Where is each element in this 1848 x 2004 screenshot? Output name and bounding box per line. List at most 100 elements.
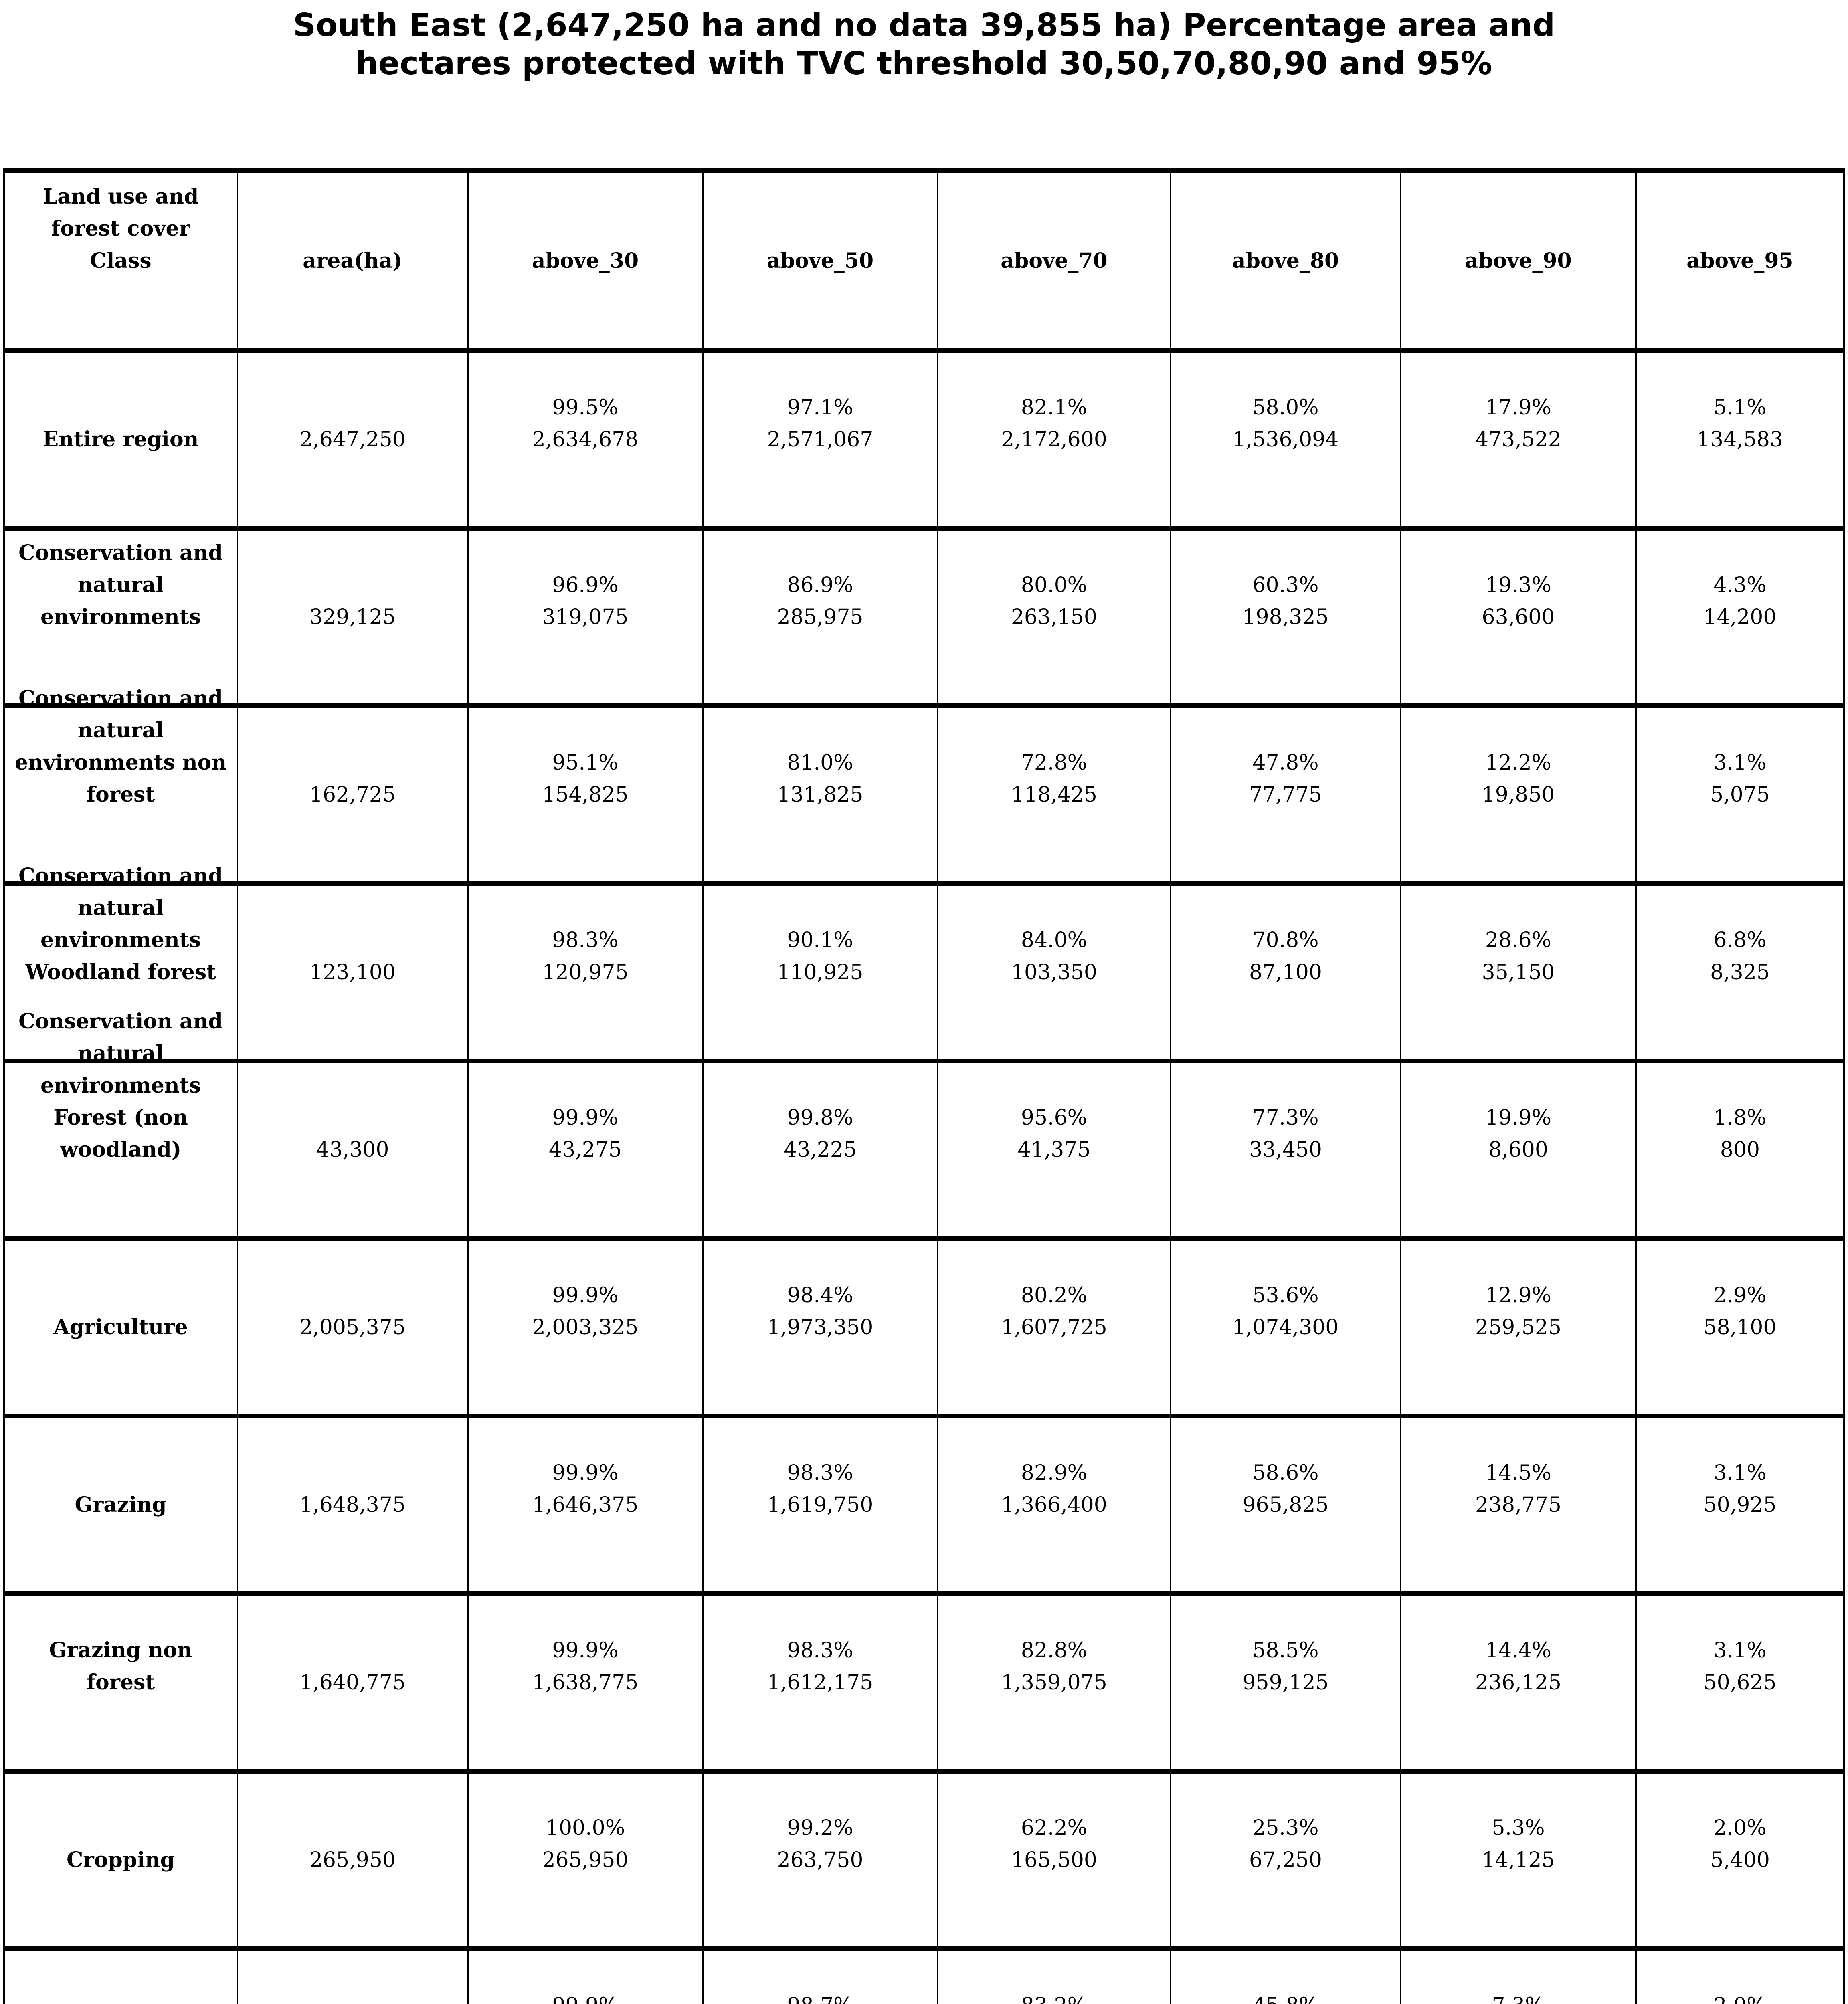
threshold-value: 84.0% 103,350 bbox=[1011, 928, 1098, 984]
threshold-value: 98.3% 1,619,750 bbox=[767, 1461, 873, 1517]
area-value-cell: 265,950 bbox=[237, 1774, 467, 1946]
threshold-value: 14.5% 238,775 bbox=[1475, 1461, 1562, 1517]
threshold-value: 14.4% 236,125 bbox=[1475, 1638, 1562, 1695]
threshold-value: 99.9% 1,638,775 bbox=[532, 1638, 639, 1695]
threshold-value-cell: 96.9% 319,075 bbox=[467, 531, 702, 703]
threshold-value: 3.1% 5,075 bbox=[1710, 750, 1770, 807]
threshold-value: 3.1% 50,925 bbox=[1703, 1461, 1777, 1517]
threshold-value: 70.8% 87,100 bbox=[1249, 928, 1322, 984]
area-value-cell: 89,500 bbox=[237, 1951, 467, 2004]
area-value-cell: 43,300 bbox=[237, 1063, 467, 1236]
threshold-value: 1.8% 800 bbox=[1713, 1105, 1767, 1162]
threshold-value: 12.2% 19,850 bbox=[1482, 750, 1555, 807]
area-value: 43,300 bbox=[316, 1137, 389, 1162]
threshold-value: 83.2% 74,475 bbox=[941, 1990, 1167, 2004]
table-row: Conservation and natural environments no… bbox=[5, 686, 1843, 886]
row-label-cell: Agriculture bbox=[5, 1241, 237, 1414]
threshold-value-cell: 86.9% 285,975 bbox=[702, 531, 937, 703]
threshold-value: 99.9% 89,450 bbox=[471, 1990, 700, 2004]
threshold-value-cell: 5.3% 14,125 bbox=[1400, 1774, 1635, 1946]
threshold-value: 53.6% 1,074,300 bbox=[1232, 1283, 1339, 1339]
area-value: 2,647,250 bbox=[299, 427, 406, 452]
threshold-value-cell: 2.9% 58,100 bbox=[1635, 1241, 1843, 1414]
threshold-value: 72.8% 118,425 bbox=[1011, 750, 1098, 807]
threshold-value: 19.3% 63,600 bbox=[1482, 573, 1555, 629]
threshold-value: 60.3% 198,325 bbox=[1242, 573, 1329, 629]
threshold-value-cell: 19.3% 63,600 bbox=[1400, 531, 1635, 703]
area-value: 265,950 bbox=[309, 1848, 396, 1872]
area-value: 162,725 bbox=[309, 782, 396, 807]
row-label: Cropping bbox=[66, 1847, 175, 1872]
table-row: Conservation and natural environments Fo… bbox=[5, 1009, 1843, 1241]
threshold-value-cell: 3.1% 50,625 bbox=[1635, 1596, 1843, 1769]
threshold-value-cell: 28.6% 35,150 bbox=[1400, 886, 1635, 1059]
table-row: Cropping 265,950 100.0% 265,950 99.2% 263,7… bbox=[5, 1774, 1843, 1951]
threshold-value: 58.5% 959,125 bbox=[1242, 1638, 1329, 1695]
row-label-cell: Conservation and natural environments Wo… bbox=[5, 864, 237, 1059]
row-label-cell: Cropping bbox=[5, 1774, 237, 1946]
threshold-value: 99.9% 2,003,325 bbox=[532, 1283, 639, 1339]
threshold-value: 97.1% 2,571,067 bbox=[767, 395, 873, 452]
row-label-cell: Irrigation bbox=[5, 1951, 237, 2004]
threshold-value-cell: 70.8% 87,100 bbox=[1170, 886, 1400, 1059]
threshold-value: 2.0% 5,400 bbox=[1710, 1816, 1770, 1872]
threshold-value-cell: 47.8% 77,775 bbox=[1170, 708, 1400, 881]
table-row: Grazing non forest 1,640,775 99.9% 1,638,7… bbox=[5, 1596, 1843, 1774]
threshold-value-cell: 95.1% 154,825 bbox=[467, 708, 702, 881]
threshold-value: 96.9% 319,075 bbox=[542, 573, 629, 629]
table-row: Agriculture 2,005,375 99.9% 2,003,325 98.4%… bbox=[5, 1241, 1843, 1418]
threshold-value: 28.6% 35,150 bbox=[1482, 928, 1555, 984]
threshold-value: 58.6% 965,825 bbox=[1242, 1461, 1329, 1517]
header-cell-above90: above_90 bbox=[1400, 173, 1635, 348]
table-row: Conservation and natural environments 329… bbox=[5, 531, 1843, 708]
threshold-value-cell: 62.2% 165,500 bbox=[937, 1774, 1170, 1946]
threshold-value-cell: 14.4% 236,125 bbox=[1400, 1596, 1635, 1769]
threshold-value: 12.9% 259,525 bbox=[1475, 1283, 1562, 1339]
threshold-value-cell: 1.8% 800 bbox=[1635, 1063, 1843, 1236]
threshold-value: 98.7% 88,325 bbox=[706, 1990, 934, 2004]
threshold-value-cell: 98.3% 120,975 bbox=[467, 886, 702, 1059]
threshold-value-cell: 99.5% 2,634,678 bbox=[467, 353, 702, 526]
header-cell-above95: above_95 bbox=[1635, 173, 1843, 348]
threshold-value-cell: 2.0% 5,400 bbox=[1635, 1774, 1843, 1946]
threshold-value-cell: 98.7% 88,325 bbox=[702, 1951, 937, 2004]
threshold-value-cell: 72.8% 118,425 bbox=[937, 708, 1170, 881]
threshold-value-cell: 77.3% 33,450 bbox=[1170, 1063, 1400, 1236]
threshold-value: 5.1% 134,583 bbox=[1696, 395, 1783, 452]
threshold-value: 80.0% 263,150 bbox=[1011, 573, 1098, 629]
threshold-value: 99.9% 43,275 bbox=[549, 1105, 622, 1162]
threshold-value: 82.1% 2,172,600 bbox=[1001, 395, 1107, 452]
row-label: Conservation and natural environments no… bbox=[14, 686, 227, 807]
threshold-value-cell: 12.9% 259,525 bbox=[1400, 1241, 1635, 1414]
threshold-value: 17.9% 473,522 bbox=[1475, 395, 1562, 452]
area-value: 123,100 bbox=[309, 960, 396, 984]
threshold-value-cell: 45.8% 40,975 bbox=[1170, 1951, 1400, 2004]
threshold-value-cell: 58.0% 1,536,094 bbox=[1170, 353, 1400, 526]
row-label-cell: Entire region bbox=[5, 353, 237, 526]
threshold-value-cell: 19.9% 8,600 bbox=[1400, 1063, 1635, 1236]
header-cell-class: Land use and forest cover Class bbox=[42, 184, 199, 273]
row-label: Agriculture bbox=[53, 1315, 188, 1339]
threshold-value-cell: 58.6% 965,825 bbox=[1170, 1418, 1400, 1591]
threshold-value: 19.9% 8,600 bbox=[1485, 1105, 1552, 1162]
threshold-value: 5.3% 14,125 bbox=[1482, 1816, 1555, 1872]
threshold-value-cell: 98.3% 1,619,750 bbox=[702, 1418, 937, 1591]
table-row: Irrigation89,500 99.9% 89,450 98.7% 88,325… bbox=[5, 1951, 1843, 2004]
header-cell-area: area(ha) bbox=[237, 173, 467, 348]
area-value-cell: 2,647,250 bbox=[237, 353, 467, 526]
threshold-value-cell: 99.9% 1,638,775 bbox=[467, 1596, 702, 1769]
threshold-value-cell: 99.9% 43,275 bbox=[467, 1063, 702, 1236]
threshold-value-cell: 82.1% 2,172,600 bbox=[937, 353, 1170, 526]
threshold-value: 2.9% 58,100 bbox=[1703, 1283, 1777, 1339]
threshold-value-cell: 99.9% 89,450 bbox=[467, 1951, 702, 2004]
threshold-value-cell: 25.3% 67,250 bbox=[1170, 1774, 1400, 1946]
row-label-cell: Grazing bbox=[5, 1418, 237, 1591]
threshold-value: 82.9% 1,366,400 bbox=[1001, 1461, 1107, 1517]
threshold-value-cell: 17.9% 473,522 bbox=[1400, 353, 1635, 526]
threshold-value: 99.8% 43,225 bbox=[784, 1105, 857, 1162]
threshold-value-cell: 82.9% 1,366,400 bbox=[937, 1418, 1170, 1591]
threshold-value: 100.0% 265,950 bbox=[542, 1816, 629, 1872]
threshold-value-cell: 97.1% 2,571,067 bbox=[702, 353, 937, 526]
threshold-value-cell: 81.0% 131,825 bbox=[702, 708, 937, 881]
